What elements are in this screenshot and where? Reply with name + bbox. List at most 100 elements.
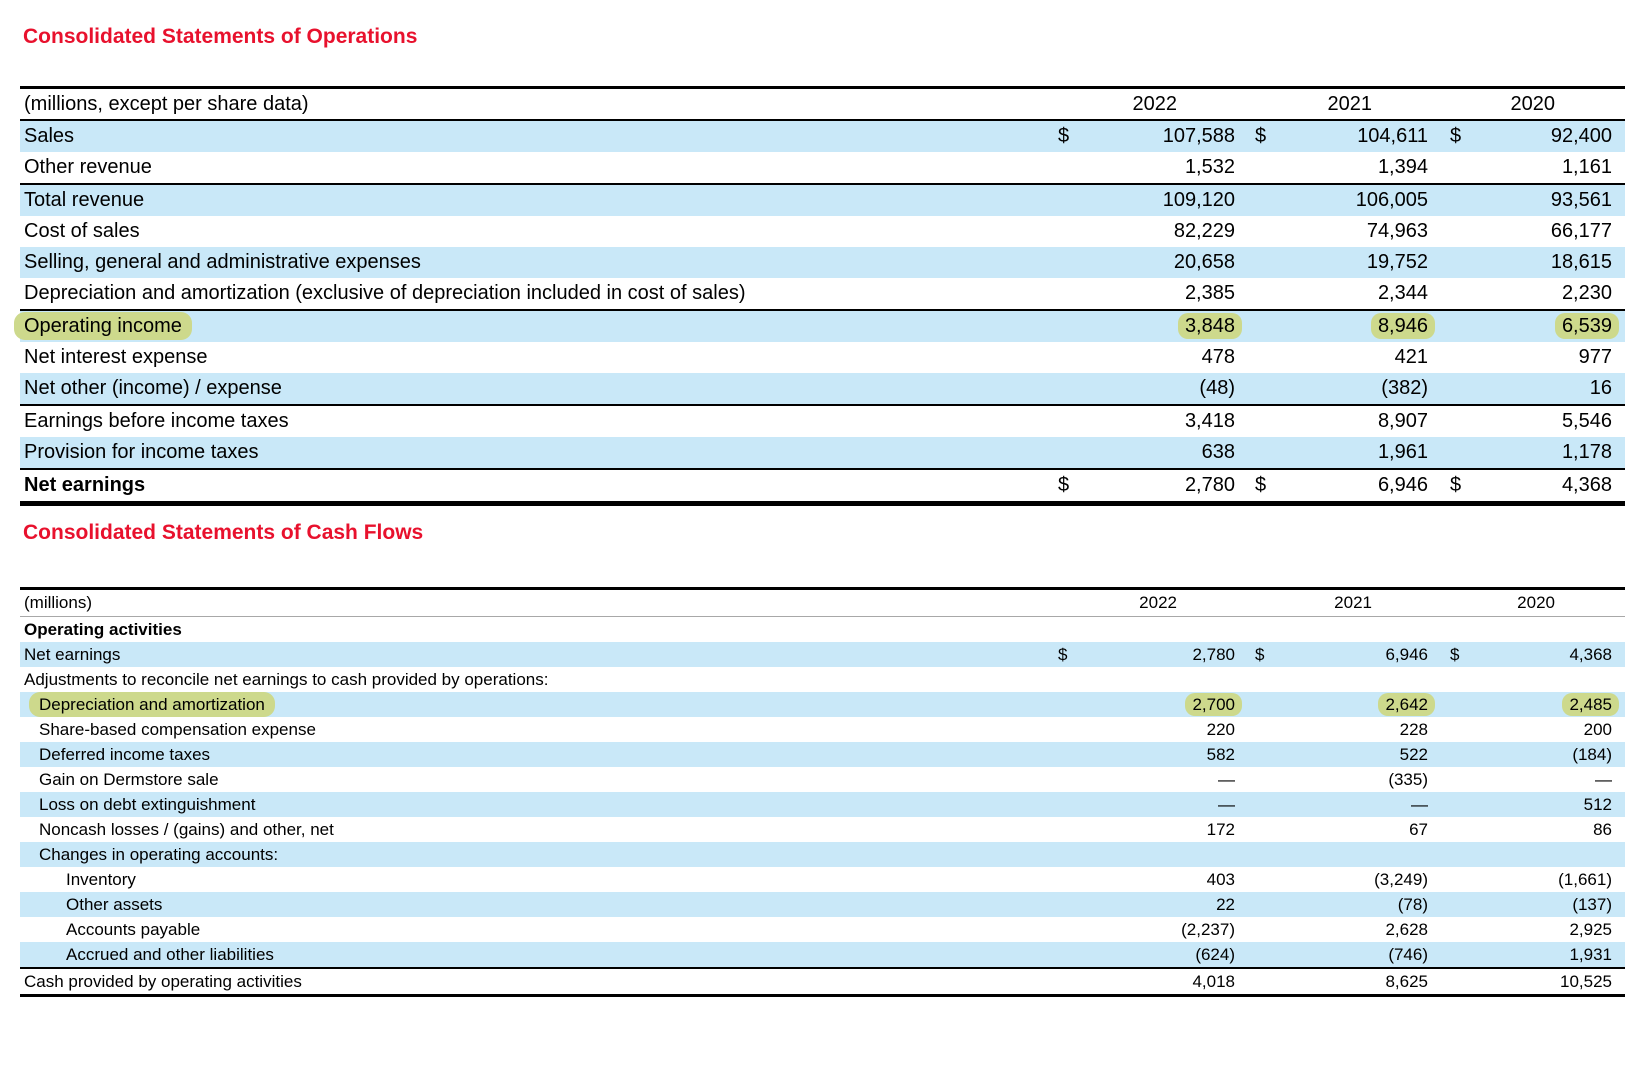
dollar-sign <box>1050 247 1094 278</box>
value-cell: 3,848 <box>1094 309 1247 342</box>
dollar-sign <box>1050 183 1094 216</box>
highlight-mark: Operating income <box>14 312 192 340</box>
value-cell: (78) <box>1291 892 1442 917</box>
value-cell: 16 <box>1486 373 1625 405</box>
dollar-sign <box>1050 216 1094 247</box>
year-spacer <box>1247 87 1291 121</box>
value-cell: 1,178 <box>1486 437 1625 469</box>
value-cell: 6,946 <box>1291 468 1442 504</box>
value-cell: — <box>1595 769 1612 789</box>
value-cell <box>1486 617 1625 643</box>
dollar-sign <box>1247 717 1291 742</box>
table-row: Selling, general and administrative expe… <box>20 247 1625 278</box>
year-spacer <box>1050 87 1094 121</box>
operations-statement-title: Consolidated Statements of Operations <box>23 25 418 48</box>
value-cell: 8,625 <box>1291 967 1442 996</box>
value-cell: 2,385 <box>1184 282 1235 304</box>
value-cell: 106,005 <box>1291 183 1442 216</box>
value-cell: 107,588 <box>1094 120 1247 152</box>
dollar-sign <box>1247 917 1291 942</box>
dollar-sign <box>1050 152 1094 184</box>
operations-table-body: Sales $107,588 $104,611 $92,400 Other revenu… <box>14 120 1625 504</box>
unit-label: (millions) <box>20 588 1050 617</box>
year-header: 2022 <box>1094 87 1247 121</box>
cash-flows-table-body: Operating activities Net earnings $2,780 $6… <box>20 617 1625 996</box>
value-cell: 92,400 <box>1486 120 1625 152</box>
value-cell: 4,368 <box>1486 468 1625 504</box>
table-row: Gain on Dermstore sale — (335) — <box>20 767 1625 792</box>
dollar-sign <box>1247 842 1291 867</box>
value-cell: 6,946 <box>1291 642 1442 667</box>
dollar-sign <box>1247 967 1291 996</box>
value-cell: 5,546 <box>1486 404 1625 437</box>
value-cell: 86 <box>1593 819 1612 839</box>
value-cell: (1,661) <box>1558 869 1612 889</box>
dollar-sign <box>1442 717 1486 742</box>
dollar-sign: $ <box>1050 120 1094 152</box>
table-row: Cash provided by operating activities 4,0… <box>20 967 1625 996</box>
value-cell: 2,780 <box>1094 468 1247 504</box>
value-cell: — <box>1218 769 1235 789</box>
dollar-sign <box>1247 437 1291 469</box>
value-cell: (382) <box>1291 373 1442 405</box>
header-row: (millions) 2022 2021 2020 <box>20 588 1625 617</box>
dollar-sign <box>1442 373 1486 405</box>
dollar-sign <box>1247 183 1291 216</box>
year-header: 2022 <box>1094 588 1247 617</box>
table-row: Loss on debt extinguishment — — 512 <box>20 792 1625 817</box>
dollar-sign <box>1247 742 1291 767</box>
value-cell: — <box>1094 792 1247 817</box>
value-cell <box>1094 667 1247 692</box>
dollar-sign: $ <box>1442 468 1486 504</box>
row-label: Noncash losses / (gains) and other, net <box>39 819 334 839</box>
value-cell: 4,368 <box>1486 642 1625 667</box>
value-cell: 478 <box>1201 346 1235 368</box>
dollar-sign <box>1050 942 1094 968</box>
value-cell: 2,344 <box>1377 282 1428 304</box>
value-cell: (2,237) <box>1181 919 1235 939</box>
dollar-sign <box>1050 617 1094 643</box>
dollar-sign <box>1442 892 1486 917</box>
value-cell <box>1291 617 1442 643</box>
year-spacer <box>1442 87 1486 121</box>
dollar-sign <box>1247 892 1291 917</box>
row-label: Loss on debt extinguishment <box>20 792 1050 817</box>
value-cell <box>1291 842 1442 867</box>
dollar-sign <box>1442 278 1486 310</box>
dollar-sign <box>1442 152 1486 184</box>
row-label: Net interest expense <box>24 346 208 368</box>
row-label: Provision for income taxes <box>20 437 1050 469</box>
dollar-sign <box>1442 967 1486 996</box>
value-cell: 19,752 <box>1291 247 1442 278</box>
year-header: 2020 <box>1486 87 1625 121</box>
dollar-sign <box>1050 767 1094 792</box>
value-cell: 3,418 <box>1094 404 1247 437</box>
dollar-sign <box>1050 792 1094 817</box>
row-label: Net earnings <box>20 642 1050 667</box>
table-row: Other assets 22 (78) (137) <box>20 892 1625 917</box>
highlight-mark: 2,700 <box>1185 692 1242 716</box>
table-row: Other revenue 1,532 1,394 1,161 <box>20 152 1625 184</box>
value-cell: 200 <box>1583 719 1612 739</box>
dollar-sign <box>1050 342 1094 373</box>
year-header: 2021 <box>1291 87 1442 121</box>
value-cell: 2,925 <box>1569 919 1612 939</box>
dollar-sign <box>1442 404 1486 437</box>
value-cell: 582 <box>1094 742 1247 767</box>
year-spacer <box>1442 588 1486 617</box>
dollar-sign <box>1050 742 1094 767</box>
value-cell: 638 <box>1094 437 1247 469</box>
table-row: Noncash losses / (gains) and other, net 1… <box>20 817 1625 842</box>
value-cell: 82,229 <box>1173 220 1235 242</box>
dollar-sign: $ <box>1247 642 1291 667</box>
table-row: Net interest expense 478 421 977 <box>20 342 1625 373</box>
dollar-sign <box>1050 817 1094 842</box>
table-row: Deferred income taxes 582 522 (184) <box>20 742 1625 767</box>
year-spacer <box>1247 588 1291 617</box>
value-cell: 2,230 <box>1561 282 1612 304</box>
value-cell: 2,780 <box>1094 642 1247 667</box>
value-cell: 403 <box>1206 869 1235 889</box>
dollar-sign <box>1442 342 1486 373</box>
dollar-sign <box>1050 692 1094 717</box>
value-cell <box>1486 842 1625 867</box>
